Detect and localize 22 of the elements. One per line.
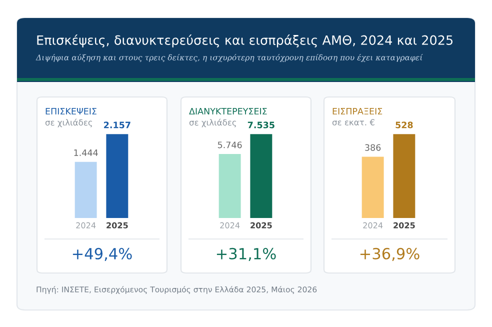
- chart-subtitle: σε εκατ. €: [332, 119, 374, 126]
- data-label: 2.157: [104, 122, 130, 128]
- text: Επισκέψεις, διανυκτερεύσεις και εισπράξεις ΑΜΘ, 2024 και 2025: [37, 34, 453, 48]
- x-tick-label: 2025: [394, 222, 415, 228]
- x-tick-label: 2025: [106, 222, 128, 228]
- x-tick-label: 2024: [363, 222, 383, 228]
- data-label: 7.535: [248, 122, 274, 128]
- chart-title: ΕΙΣΠΡΑΞΕΙΣ: [332, 108, 382, 114]
- chart-subtitle: σε χιλιάδες: [45, 118, 92, 128]
- x-tick-label: 2025: [250, 222, 272, 228]
- text: +36,9%: [360, 248, 420, 261]
- data-label: 386: [365, 144, 381, 151]
- text: +31,1%: [216, 248, 276, 261]
- chart-subtitle: σε χιλιάδες: [189, 118, 236, 128]
- chart-title: ΔΙΑΝΥΚΤΕΡΕΥΣΕΙΣ: [189, 108, 267, 114]
- data-label: 528: [396, 122, 413, 128]
- data-label: 5.746: [218, 142, 242, 148]
- data-label: 1.444: [74, 150, 98, 156]
- x-tick-label: 2024: [76, 222, 96, 228]
- x-tick-label: 2024: [220, 222, 240, 228]
- chart-title: ΕΠΙΣΚΕΨΕΙΣ: [46, 108, 96, 114]
- text: +49,4%: [72, 248, 132, 261]
